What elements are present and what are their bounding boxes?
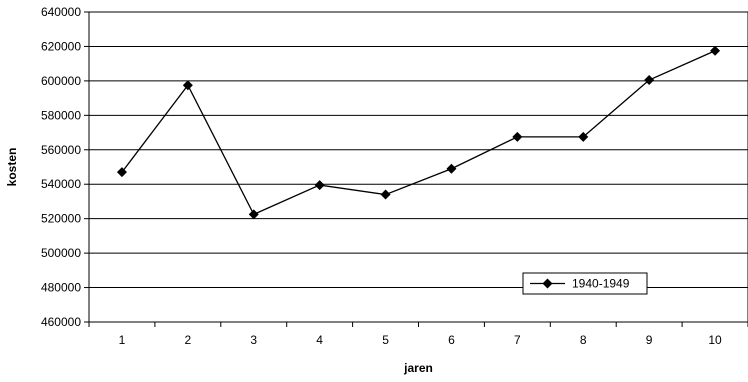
data-point-marker: [578, 131, 589, 142]
y-tick-label: 560000: [41, 143, 81, 157]
x-tick-label: 10: [708, 333, 722, 347]
y-tick-label: 580000: [41, 108, 81, 122]
x-tick-label: 2: [185, 333, 192, 347]
x-tick-label: 1: [119, 333, 126, 347]
y-tick-label: 620000: [41, 39, 81, 53]
x-tick-label: 8: [580, 333, 587, 347]
data-point-marker: [512, 131, 523, 142]
data-point-marker: [446, 163, 457, 174]
x-tick-label: 5: [382, 333, 389, 347]
gridlines: [89, 11, 748, 323]
series-layer: [116, 45, 721, 220]
x-tick-label: 7: [514, 333, 521, 347]
data-point-marker: [710, 45, 721, 56]
legend: 1940-1949: [522, 272, 648, 295]
x-tick-label: 4: [316, 333, 323, 347]
legend-diamond-marker: [542, 278, 553, 289]
x-tick-label: 9: [646, 333, 653, 347]
data-point-marker: [182, 80, 193, 91]
y-tick-label: 500000: [41, 246, 81, 260]
y-tick-label: 480000: [41, 281, 81, 295]
y-tick-label: 460000: [41, 315, 81, 329]
data-point-marker: [314, 180, 325, 191]
y-tick-label: 640000: [41, 5, 81, 19]
data-point-marker: [644, 75, 655, 86]
legend-label: 1940-1949: [572, 277, 630, 291]
plot-area: [88, 11, 748, 323]
data-point-marker: [380, 189, 391, 200]
legend-box: [522, 272, 648, 295]
data-point-marker: [116, 167, 127, 178]
y-tick-label: 600000: [41, 74, 81, 88]
y-tick-label: 520000: [41, 212, 81, 226]
x-axis-label: jaren: [403, 361, 433, 375]
x-tick-label: 6: [448, 333, 455, 347]
series-line: [121, 50, 716, 216]
y-axis-ticks: 460000 480000 500000 520000 540000 560000 5800…: [41, 5, 89, 329]
y-axis-label: kosten: [5, 148, 19, 187]
data-point-marker: [248, 209, 259, 220]
x-tick-label: 3: [250, 333, 257, 347]
y-tick-label: 540000: [41, 177, 81, 191]
x-axis-ticks: 1 2 3 4 5 6 7 8 9 10: [88, 322, 748, 347]
